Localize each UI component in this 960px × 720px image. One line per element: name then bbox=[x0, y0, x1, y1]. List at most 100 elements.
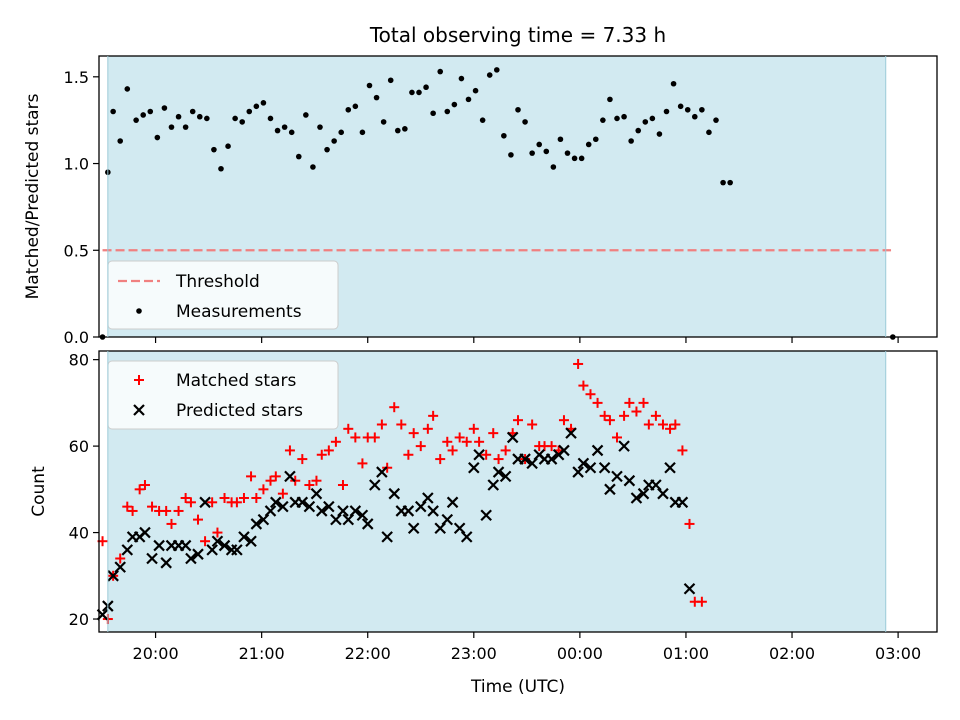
predicted-star-point bbox=[480, 509, 492, 522]
measurement-point bbox=[479, 117, 486, 123]
measurement-point bbox=[564, 150, 571, 156]
predicted-star-point bbox=[356, 509, 369, 522]
predicted-star-point bbox=[146, 552, 158, 565]
measurement-point bbox=[451, 101, 458, 108]
measurement-point bbox=[324, 146, 330, 153]
predicted-star-point bbox=[211, 535, 224, 547]
measurement-point bbox=[656, 131, 663, 137]
bottom-axis-ticks: 20 40 60 80 20:00 21:00 22:00 23:00 00:00 01:00 02… bbox=[69, 351, 922, 663]
predicted-star-point bbox=[414, 500, 427, 513]
legend-matched-label: Matched stars bbox=[176, 371, 296, 391]
predicted-star-point bbox=[192, 548, 204, 560]
predicted-star-point bbox=[369, 479, 381, 491]
measurement-point bbox=[684, 106, 691, 113]
measurement-point bbox=[402, 126, 408, 132]
predicted-star-point bbox=[623, 474, 636, 487]
measurement-point bbox=[253, 103, 260, 110]
measurement-point bbox=[501, 132, 507, 139]
measurement-point bbox=[423, 84, 429, 91]
measurement-point bbox=[472, 87, 479, 94]
measurement-point bbox=[444, 108, 451, 115]
x-tick-label: 20:00 bbox=[133, 644, 179, 663]
predicted-star-point bbox=[407, 522, 420, 535]
measurement-point bbox=[303, 112, 309, 118]
predicted-star-point bbox=[577, 457, 590, 470]
legend-predicted-label: Predicted stars bbox=[176, 401, 303, 421]
measurement-point bbox=[628, 138, 634, 144]
x-tick-label: 22:00 bbox=[345, 644, 391, 663]
predicted-star-point bbox=[296, 496, 309, 509]
measurement-point bbox=[486, 72, 493, 78]
measurement-point bbox=[211, 146, 217, 153]
measurement-point bbox=[550, 164, 557, 170]
measurement-point bbox=[232, 115, 238, 122]
predicted-star-point bbox=[315, 505, 328, 517]
measurement-point bbox=[437, 68, 444, 75]
predicted-star-point bbox=[121, 544, 134, 556]
predicted-star-point bbox=[676, 496, 689, 509]
predicted-star-point bbox=[250, 518, 263, 530]
predicted-star-point bbox=[468, 461, 480, 474]
measurement-point bbox=[706, 129, 712, 136]
measurement-point bbox=[124, 86, 131, 92]
measurement-point bbox=[295, 153, 302, 160]
measurement-point bbox=[642, 119, 649, 125]
measurement-point bbox=[175, 113, 182, 120]
measurement-point bbox=[345, 106, 352, 113]
predicted-star-point bbox=[584, 461, 597, 474]
y-tick-label: 80 bbox=[69, 351, 89, 370]
measurement-point bbox=[387, 77, 394, 84]
predicted-star-point bbox=[519, 453, 531, 465]
predicted-star-point bbox=[264, 505, 277, 517]
measurement-point bbox=[508, 152, 514, 158]
predicted-star-point bbox=[257, 513, 270, 526]
predicted-star-point bbox=[591, 444, 604, 457]
measurement-point bbox=[196, 113, 203, 120]
measurement-point bbox=[281, 124, 288, 130]
measurement-point bbox=[585, 141, 592, 148]
x-tick-label: 03:00 bbox=[875, 644, 921, 663]
measurement-point bbox=[380, 119, 387, 125]
measurement-point bbox=[713, 117, 719, 123]
top-panel: Total observing time = 7.33 h 0.0 0.5 1.0 1… bbox=[23, 23, 938, 347]
predicted-star-point bbox=[245, 535, 257, 547]
predicted-star-point bbox=[218, 539, 231, 552]
predicted-star-point bbox=[107, 570, 119, 582]
legend-predicted-swatch bbox=[133, 404, 145, 416]
measurement-point bbox=[168, 124, 175, 130]
predicted-star-point bbox=[572, 466, 584, 478]
predicted-star-point bbox=[427, 505, 439, 517]
predicted-star-point bbox=[434, 522, 446, 535]
legend-threshold-label: Threshold bbox=[175, 272, 260, 292]
predicted-star-point bbox=[376, 466, 388, 478]
measurement-point bbox=[161, 105, 168, 111]
x-axis-label: Time (UTC) bbox=[470, 677, 565, 697]
predicted-star-point bbox=[453, 522, 466, 535]
predicted-star-point bbox=[506, 431, 519, 444]
measurement-point bbox=[140, 112, 146, 118]
measurement-point bbox=[366, 82, 373, 89]
predicted-star-point bbox=[337, 505, 349, 517]
measurement-point bbox=[274, 127, 281, 134]
predicted-star-point bbox=[199, 496, 211, 509]
predicted-star-point bbox=[441, 513, 454, 526]
predicted-star-point bbox=[545, 453, 558, 465]
measurement-point bbox=[317, 124, 323, 130]
measurement-point bbox=[677, 103, 684, 110]
measurement-point bbox=[394, 127, 401, 134]
measurement-point bbox=[373, 94, 380, 101]
measurement-point bbox=[409, 89, 415, 96]
predicted-star-point bbox=[460, 531, 473, 543]
measurement-point bbox=[260, 100, 267, 106]
measurement-point bbox=[117, 138, 124, 144]
y-tick-label: 0.0 bbox=[64, 328, 89, 347]
chart-title: Total observing time = 7.33 h bbox=[369, 23, 666, 47]
x-tick-label: 02:00 bbox=[769, 644, 815, 663]
measurement-point bbox=[225, 143, 231, 149]
predicted-star-point bbox=[284, 470, 296, 483]
predicted-star-point bbox=[381, 531, 393, 543]
predicted-star-point bbox=[277, 500, 289, 513]
predicted-star-point bbox=[630, 492, 643, 504]
predicted-star-point bbox=[231, 544, 243, 556]
measurement-point bbox=[691, 113, 698, 120]
